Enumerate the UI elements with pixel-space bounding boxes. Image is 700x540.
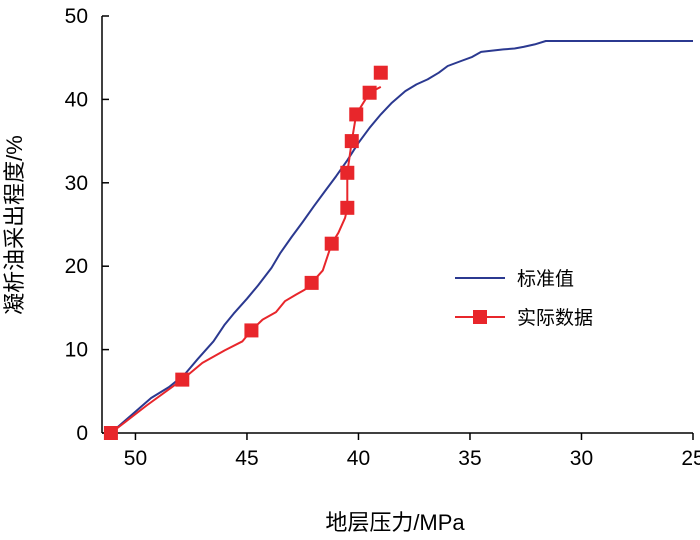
plot-frame: [101, 16, 693, 434]
series-line-2: [110, 86, 382, 434]
data-point: [103, 426, 118, 440]
legend-label-2: 实际数据: [517, 307, 593, 329]
x-axis: 50 45 40 35 30 25: [124, 433, 700, 470]
data-point: [304, 275, 319, 290]
x-tick-label: 50: [124, 447, 147, 470]
legend-marker: [473, 310, 487, 324]
x-tick-label: 40: [347, 447, 370, 470]
series-line-1: [110, 40, 693, 434]
data-point: [349, 107, 364, 122]
data-point: [362, 85, 377, 100]
x-tick-label: 45: [235, 447, 258, 470]
x-tick-label: 25: [681, 447, 700, 470]
y-tick-label: 20: [65, 255, 88, 278]
data-point: [324, 236, 339, 251]
data-point: [373, 65, 388, 80]
x-tick-label: 30: [570, 447, 593, 470]
data-point: [344, 134, 359, 149]
data-point: [340, 200, 355, 215]
data-point: [175, 372, 190, 387]
y-tick-label: 50: [65, 5, 88, 28]
y-axis-title: 凝析油采出程度/%: [2, 135, 27, 315]
data-point: [340, 165, 355, 180]
series-layer: [103, 40, 693, 440]
y-tick-label: 30: [65, 172, 88, 195]
data-point: [244, 323, 259, 338]
legend-label-1: 标准值: [517, 268, 574, 290]
y-tick-label: 0: [76, 422, 88, 445]
y-tick-label: 40: [65, 88, 88, 111]
y-tick-label: 10: [65, 339, 88, 362]
y-axis: 0 10 20 30 40 50: [65, 5, 109, 445]
x-axis-title: 地层压力/MPa: [325, 510, 465, 535]
x-tick-label: 35: [458, 447, 481, 470]
